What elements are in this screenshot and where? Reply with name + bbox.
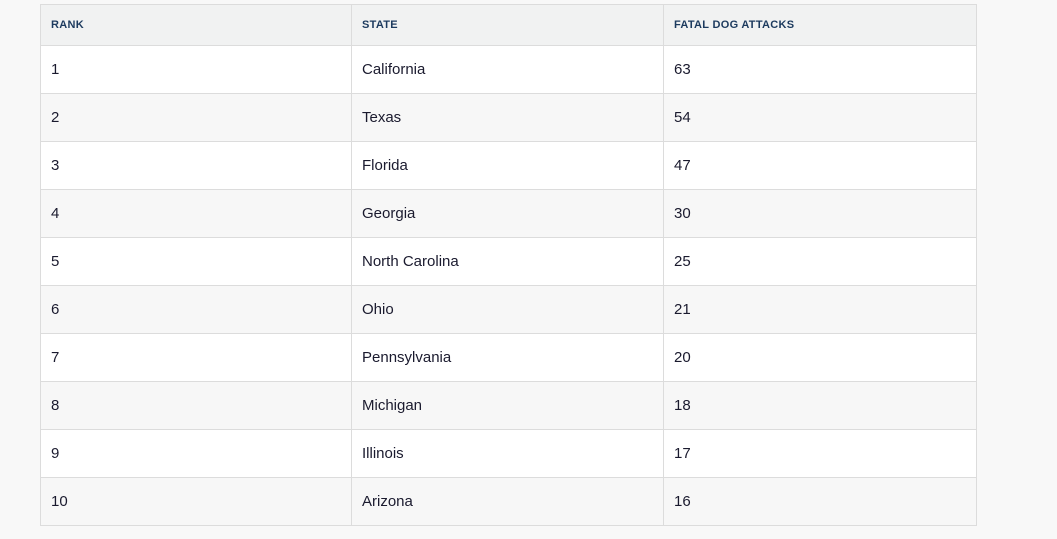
table-row: 10 Arizona 16 <box>40 477 977 526</box>
cell-state: Michigan <box>351 381 664 430</box>
fatal-dog-attacks-table: RANK STATE FATAL DOG ATTACKS 1 Californi… <box>40 4 977 526</box>
cell-rank: 10 <box>40 477 352 526</box>
cell-attacks: 16 <box>663 477 977 526</box>
cell-rank: 8 <box>40 381 352 430</box>
cell-attacks: 63 <box>663 45 977 94</box>
table-row: 6 Ohio 21 <box>40 285 977 334</box>
cell-state: Ohio <box>351 285 664 334</box>
table-row: 4 Georgia 30 <box>40 189 977 238</box>
table-row: 5 North Carolina 25 <box>40 237 977 286</box>
cell-state: Arizona <box>351 477 664 526</box>
table-header-row: RANK STATE FATAL DOG ATTACKS <box>40 4 977 46</box>
cell-rank: 6 <box>40 285 352 334</box>
cell-state: Georgia <box>351 189 664 238</box>
cell-attacks: 47 <box>663 141 977 190</box>
cell-state: North Carolina <box>351 237 664 286</box>
cell-rank: 9 <box>40 429 352 478</box>
table-row: 2 Texas 54 <box>40 93 977 142</box>
cell-attacks: 17 <box>663 429 977 478</box>
cell-state: Pennsylvania <box>351 333 664 382</box>
cell-rank: 3 <box>40 141 352 190</box>
table-row: 1 California 63 <box>40 45 977 94</box>
cell-rank: 5 <box>40 237 352 286</box>
cell-rank: 2 <box>40 93 352 142</box>
cell-attacks: 54 <box>663 93 977 142</box>
cell-attacks: 18 <box>663 381 977 430</box>
header-rank: RANK <box>40 4 352 46</box>
cell-state: Texas <box>351 93 664 142</box>
cell-attacks: 25 <box>663 237 977 286</box>
cell-attacks: 30 <box>663 189 977 238</box>
table-row: 7 Pennsylvania 20 <box>40 333 977 382</box>
data-table-container: RANK STATE FATAL DOG ATTACKS 1 Californi… <box>40 4 977 526</box>
cell-rank: 4 <box>40 189 352 238</box>
cell-attacks: 21 <box>663 285 977 334</box>
cell-state: Florida <box>351 141 664 190</box>
header-fatal-dog-attacks: FATAL DOG ATTACKS <box>663 4 977 46</box>
cell-attacks: 20 <box>663 333 977 382</box>
cell-state: Illinois <box>351 429 664 478</box>
cell-state: California <box>351 45 664 94</box>
table-row: 3 Florida 47 <box>40 141 977 190</box>
table-row: 9 Illinois 17 <box>40 429 977 478</box>
table-row: 8 Michigan 18 <box>40 381 977 430</box>
header-state: STATE <box>351 4 664 46</box>
cell-rank: 1 <box>40 45 352 94</box>
cell-rank: 7 <box>40 333 352 382</box>
